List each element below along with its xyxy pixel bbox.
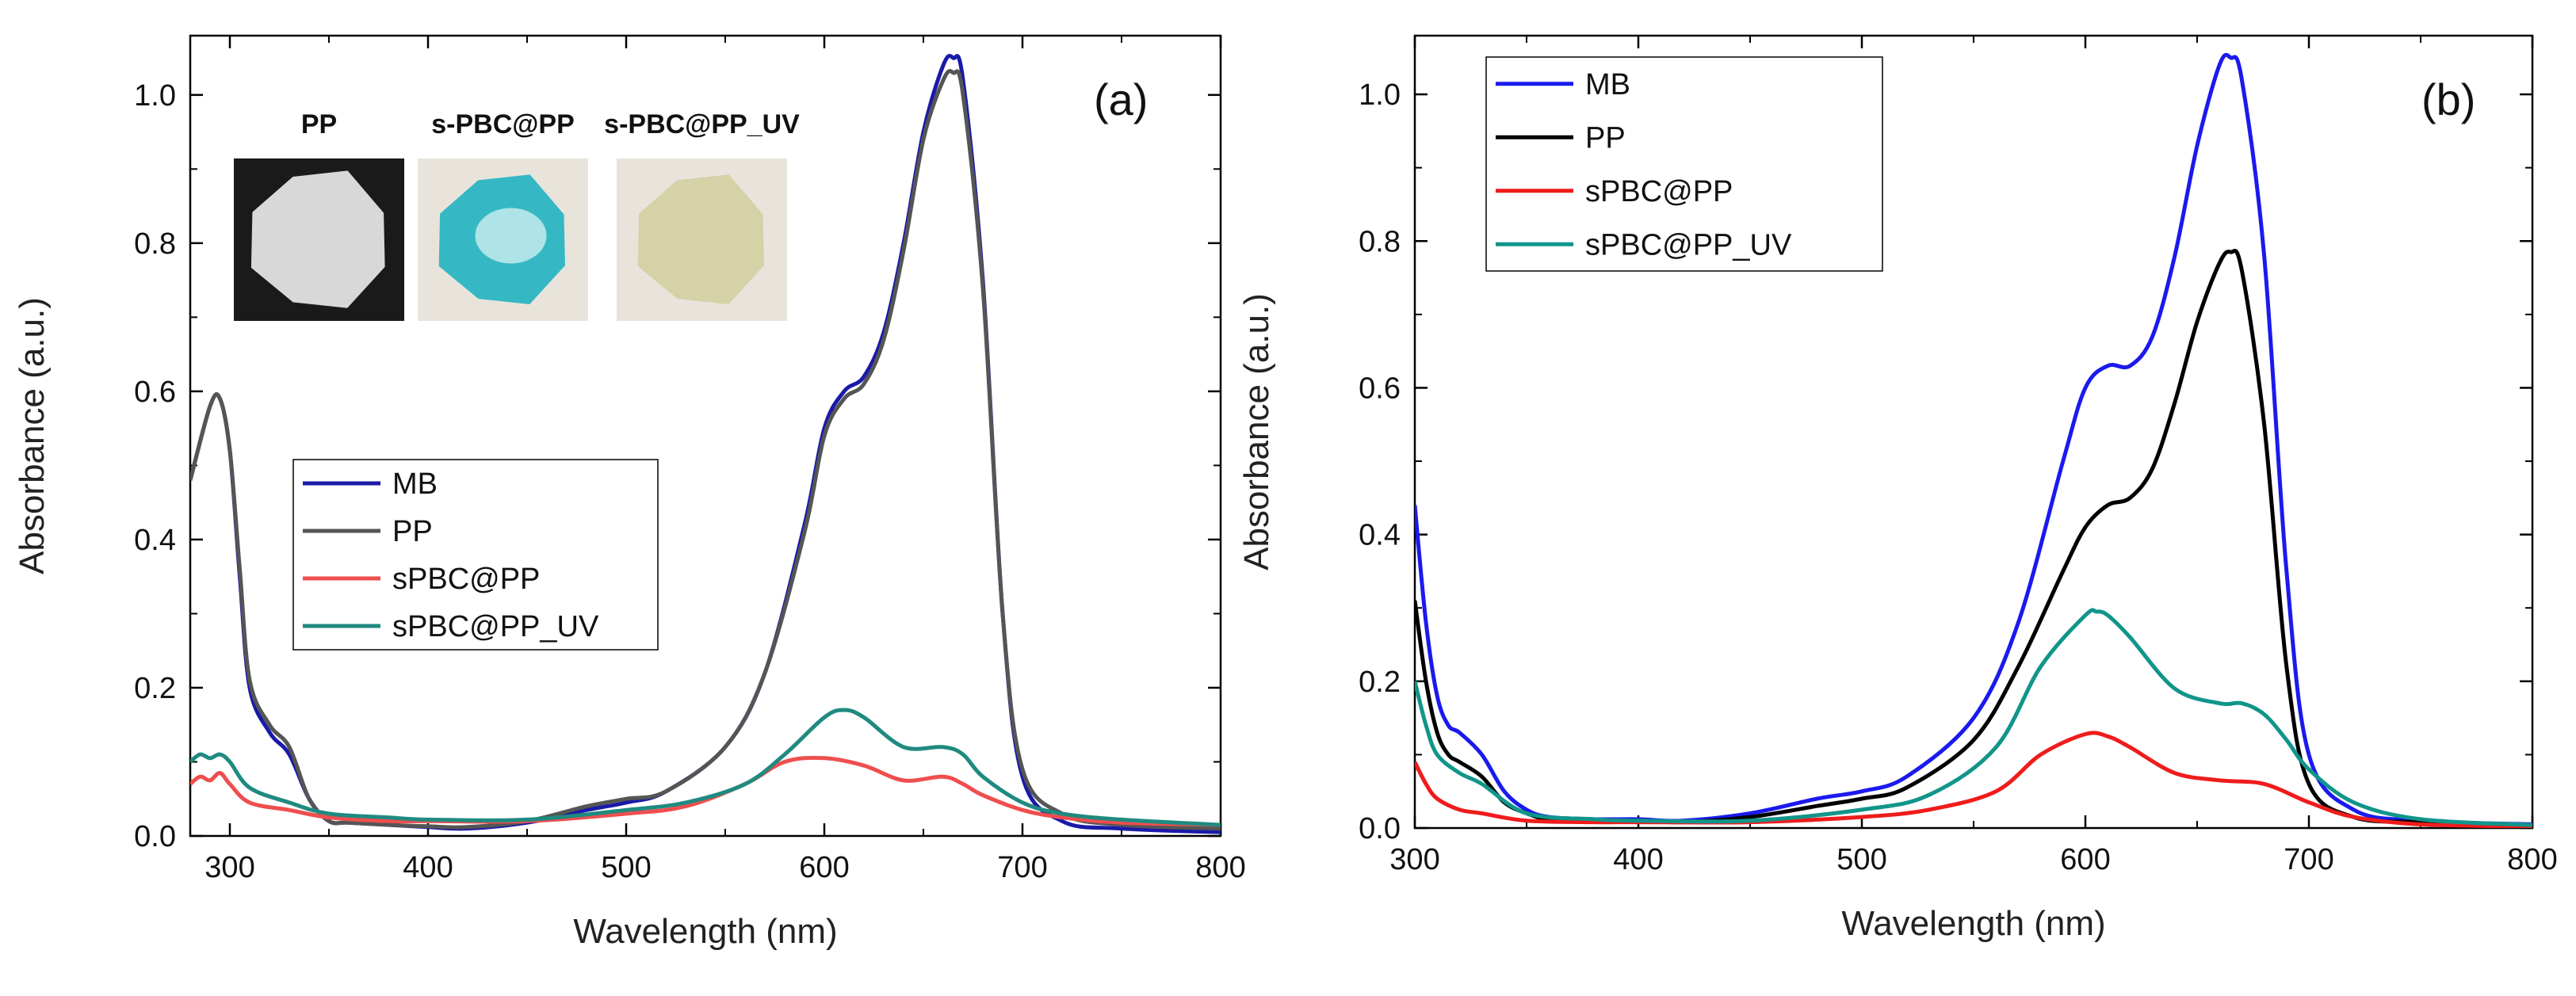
x-tick-label-0: 300 bbox=[204, 851, 254, 884]
legend-label-1: PP bbox=[392, 515, 433, 548]
x-axis-title: Wavelength (nm) bbox=[1841, 904, 2105, 943]
panel-label: (b) bbox=[2421, 74, 2475, 124]
legend: MB PP sPBC@PP sPBC@PP_UV bbox=[1485, 56, 1883, 272]
legend-label-2: sPBC@PP bbox=[392, 563, 540, 596]
legend-label-1: PP bbox=[1585, 121, 1626, 155]
inset-sample-highlight bbox=[475, 208, 547, 264]
legend: MB PP sPBC@PP sPBC@PP_UV bbox=[292, 459, 659, 651]
legend-label-0: MB bbox=[392, 467, 438, 501]
legend-label-2: sPBC@PP bbox=[1585, 175, 1733, 208]
series-line-spbc-pp bbox=[1415, 731, 2532, 828]
y-tick-label-3: 0.6 bbox=[1359, 372, 1401, 405]
y-tick-label-3: 0.6 bbox=[134, 376, 176, 409]
series-line-pp bbox=[190, 69, 1221, 831]
x-tick-label-2: 500 bbox=[601, 851, 651, 884]
series-group bbox=[1415, 52, 2532, 828]
legend-label-0: MB bbox=[1585, 68, 1630, 101]
y-tick-label-1: 0.2 bbox=[1359, 666, 1401, 699]
x-axis-title: Wavelength (nm) bbox=[573, 912, 837, 951]
x-tick-label-0: 300 bbox=[1389, 843, 1439, 876]
x-tick-label-4: 700 bbox=[997, 851, 1047, 884]
y-tick-label-0: 0.0 bbox=[1359, 812, 1401, 845]
y-tick-label-2: 0.4 bbox=[1359, 519, 1401, 552]
series-group bbox=[190, 54, 1221, 834]
x-tick-label-1: 400 bbox=[403, 851, 453, 884]
chart-panel-1: 300 400 500 600 700 800 0.0 0.2 0.4 0.6 0.8 1.0 MB PP… bbox=[1237, 34, 2558, 943]
legend-label-3: sPBC@PP_UV bbox=[392, 610, 599, 643]
y-tick-label-4: 0.8 bbox=[134, 227, 176, 261]
legend-box bbox=[1485, 56, 1883, 272]
y-axis-title: Absorbance (a.u.) bbox=[13, 297, 52, 574]
plot-frame bbox=[189, 34, 1222, 838]
y-axis-title: Absorbance (a.u.) bbox=[1237, 293, 1276, 571]
x-tick-label-2: 500 bbox=[1836, 843, 1886, 876]
inset-sample-0 bbox=[250, 170, 385, 308]
chart-panel-0: PP s-PBC@PP s-PBC@PP_UV 300 400 500 600 700 800 0… bbox=[13, 34, 1246, 951]
panel-label: (a) bbox=[1094, 74, 1148, 124]
y-tick-label-5: 1.0 bbox=[134, 79, 176, 113]
x-tick-label-1: 400 bbox=[1613, 843, 1663, 876]
series-line-mb bbox=[1415, 52, 2532, 826]
x-tick-label-3: 600 bbox=[799, 851, 849, 884]
x-tick-label-3: 600 bbox=[2060, 843, 2110, 876]
inset-label-1: s-PBC@PP bbox=[431, 109, 575, 139]
y-tick-label-1: 0.2 bbox=[134, 672, 176, 705]
series-line-spbc-pp-uv bbox=[1415, 608, 2532, 827]
x-tick-label-4: 700 bbox=[2284, 843, 2333, 876]
y-tick-label-5: 1.0 bbox=[1359, 78, 1401, 112]
y-tick-label-4: 0.8 bbox=[1359, 225, 1401, 258]
x-tick-label-5: 800 bbox=[2507, 843, 2557, 876]
series-line-spbc-pp bbox=[190, 755, 1221, 827]
inset-label-2: s-PBC@PP_UV bbox=[604, 109, 800, 139]
series-line-pp bbox=[1415, 249, 2532, 827]
series-line-spbc-pp-uv bbox=[190, 708, 1221, 827]
inset-sample-2 bbox=[637, 174, 764, 304]
inset-label-0: PP bbox=[301, 109, 337, 139]
inset-photos: PP s-PBC@PP s-PBC@PP_UV bbox=[234, 109, 800, 321]
y-tick-label-0: 0.0 bbox=[134, 820, 176, 853]
x-tick-label-5: 800 bbox=[1195, 851, 1245, 884]
y-tick-label-2: 0.4 bbox=[134, 524, 176, 557]
legend-box bbox=[292, 459, 659, 651]
legend-label-3: sPBC@PP_UV bbox=[1585, 228, 1792, 261]
